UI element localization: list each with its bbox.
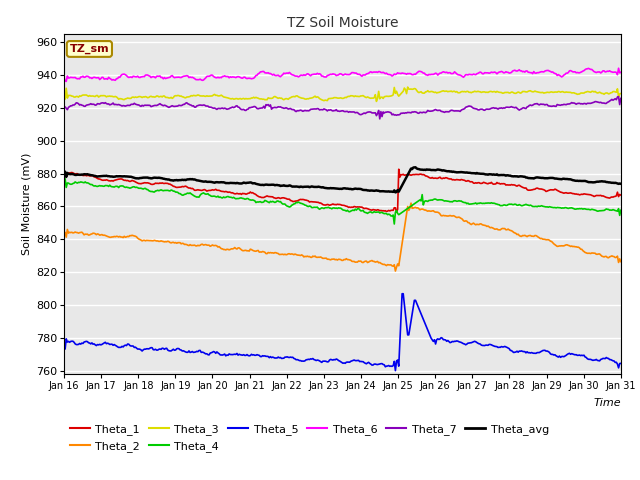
Text: Time: Time	[593, 398, 621, 408]
Title: TZ Soil Moisture: TZ Soil Moisture	[287, 16, 398, 30]
Legend: Theta_1, Theta_2, Theta_3, Theta_4, Theta_5, Theta_6, Theta_7, Theta_avg: Theta_1, Theta_2, Theta_3, Theta_4, Thet…	[70, 424, 549, 452]
Text: TZ_sm: TZ_sm	[70, 44, 109, 54]
Y-axis label: Soil Moisture (mV): Soil Moisture (mV)	[22, 153, 31, 255]
